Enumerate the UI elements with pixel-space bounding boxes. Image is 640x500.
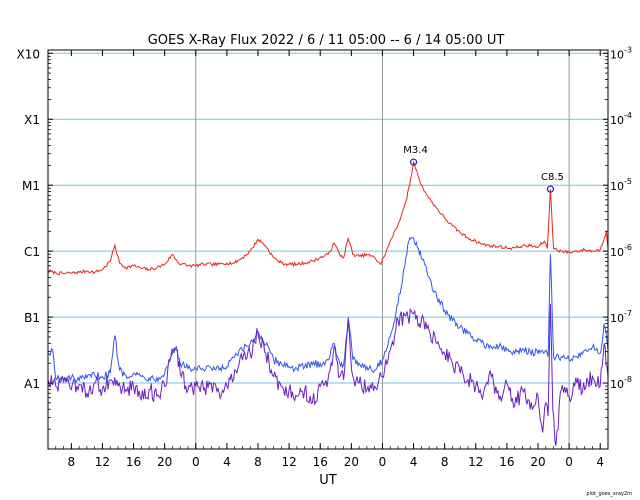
- flare-markers: M3.4 C8.5: [403, 145, 564, 193]
- flare-marker: [546, 185, 555, 193]
- series-short-noisy: [47, 303, 609, 446]
- right-axis-label: 10-3: [610, 45, 632, 61]
- x-tick-label: 16: [499, 455, 514, 469]
- series-long: [47, 160, 609, 276]
- x-tick-label: 16: [313, 455, 328, 469]
- x-tick-label: 4: [596, 455, 604, 469]
- x-tick-label: 16: [126, 455, 141, 469]
- axis-ticks: [48, 50, 608, 449]
- x-tick-label: 8: [68, 455, 76, 469]
- x-axis-label: UT: [319, 473, 337, 488]
- right-axis-label: 10-8: [610, 375, 632, 391]
- x-axis-tick-labels: 8 12 16 20 0 4 8 12 16 20 0 4 8 12 16 20 0 4: [68, 455, 605, 469]
- x-tick-label: 20: [157, 455, 172, 469]
- left-axis-label: M1: [22, 179, 40, 193]
- flare-marker: [409, 158, 418, 166]
- series-short: [47, 236, 609, 383]
- flare-label: M3.4: [403, 145, 428, 156]
- right-axis-labels: 10-3 10-4 10-5 10-6 10-7 10-8: [610, 45, 632, 391]
- x-tick-label: 8: [254, 455, 262, 469]
- left-axis-label: B1: [24, 311, 40, 325]
- x-tick-label: 12: [281, 455, 296, 469]
- footer-note: plot_goes_xray2m: [586, 491, 632, 497]
- left-axis-label: X1: [24, 113, 40, 127]
- left-axis-label: A1: [24, 377, 40, 391]
- x-tick-label: 4: [223, 455, 231, 469]
- x-tick-label: 12: [468, 455, 483, 469]
- x-tick-label: 8: [441, 455, 449, 469]
- day-boundary-lines: [195, 50, 570, 449]
- x-tick-label: 0: [565, 455, 573, 469]
- left-axis-label: X10: [17, 47, 41, 61]
- left-axis-labels: X10 X1 M1 C1 B1 A1: [17, 47, 41, 391]
- right-axis-label: 10-5: [610, 177, 632, 193]
- left-axis-label: C1: [24, 245, 40, 259]
- x-tick-label: 4: [410, 455, 418, 469]
- right-axis-label: 10-4: [610, 111, 632, 127]
- flux-series-group: [47, 160, 609, 446]
- grid-lines: [48, 52, 608, 384]
- x-tick-label: 0: [379, 455, 387, 469]
- x-tick-label: 20: [530, 455, 545, 469]
- chart-title: GOES X-Ray Flux 2022 / 6 / 11 05:00 -- 6…: [148, 33, 505, 48]
- right-axis-label: 10-7: [610, 309, 632, 325]
- flare-label: C8.5: [541, 172, 564, 183]
- x-tick-label: 0: [192, 455, 200, 469]
- x-tick-label: 12: [95, 455, 110, 469]
- right-axis-label: 10-6: [610, 243, 632, 259]
- x-tick-label: 20: [344, 455, 359, 469]
